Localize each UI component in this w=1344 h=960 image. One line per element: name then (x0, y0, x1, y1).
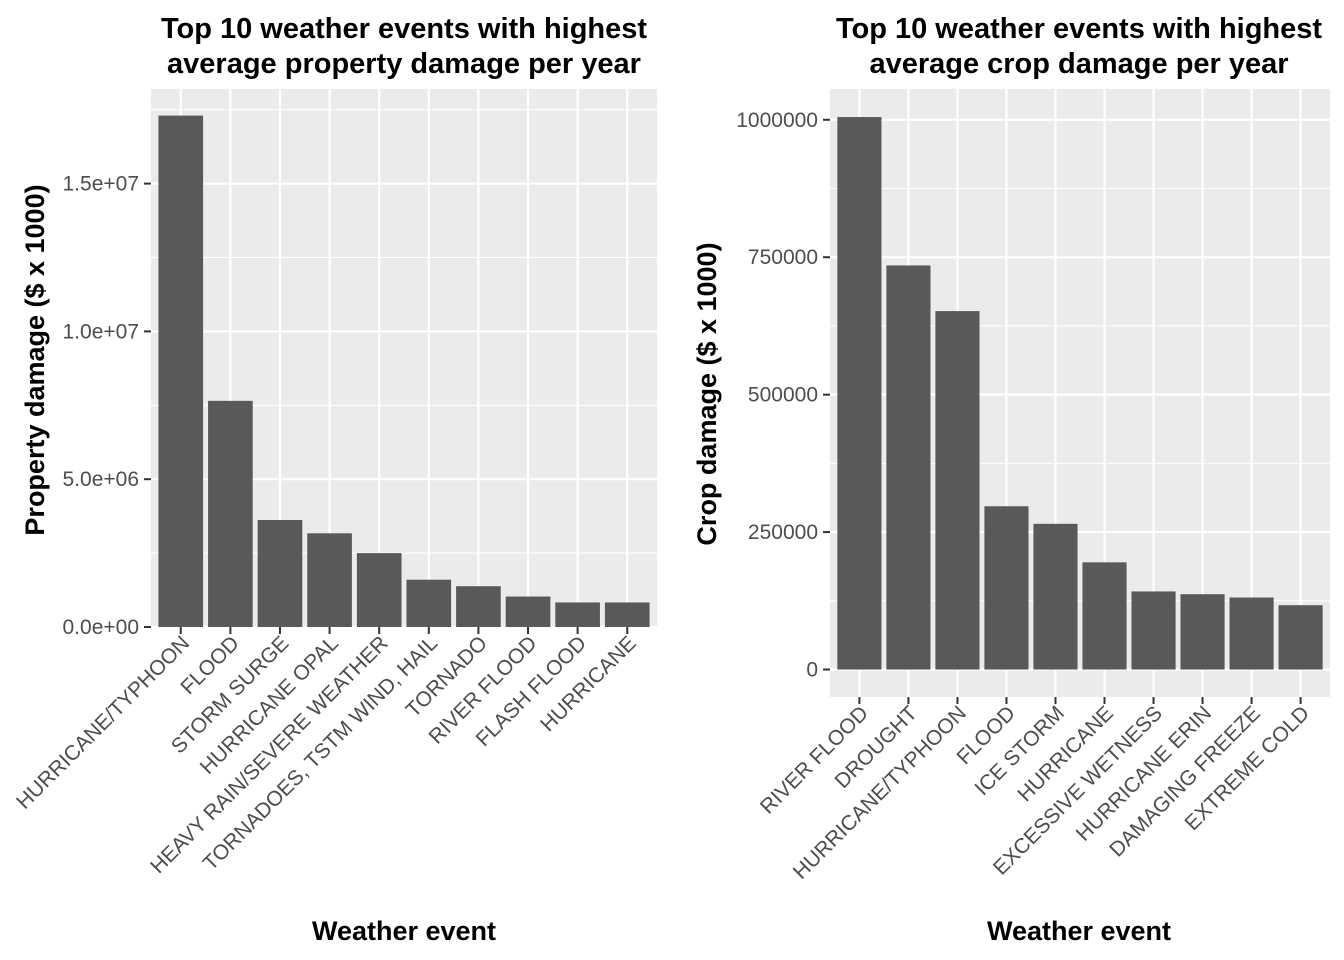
bar (604, 602, 650, 627)
bar (1082, 562, 1127, 670)
bar (257, 519, 303, 627)
chart-title-line-1: Top 10 weather events with highest (836, 13, 1322, 45)
y-axis-ticks: 0 250000 500000 750000 1000000 (736, 109, 830, 682)
y-tick-label: 1.5e+07 (63, 173, 140, 196)
bars (158, 115, 650, 627)
bar (555, 602, 600, 627)
x-axis-ticks: RIVER FLOODDROUGHTHURRICANE/TYPHOONFLOOD… (756, 697, 1314, 884)
bar (935, 311, 980, 670)
chart-title-line-2: average property damage per year (167, 48, 641, 80)
property-damage-chart: Top 10 weather events with highest avera… (12, 13, 657, 946)
x-tick-label: HURRICANE/TYPHOON (12, 632, 194, 814)
y-tick-label: 250000 (748, 521, 818, 544)
bar (158, 115, 204, 627)
bar (307, 533, 352, 627)
x-axis-title: Weather event (312, 916, 496, 946)
bar (406, 579, 452, 627)
bar (1229, 597, 1274, 670)
bar (356, 553, 402, 627)
bar (505, 596, 551, 627)
y-axis-title: Crop damage ($ x 1000) (692, 242, 722, 545)
bar (1278, 605, 1323, 670)
y-tick-label: 5.0e+06 (63, 468, 140, 491)
bar (837, 117, 882, 670)
y-axis-ticks: 0.0e+00 5.0e+06 1.0e+07 1.5e+07 (63, 173, 151, 639)
x-axis-title: Weather event (987, 916, 1171, 946)
bars (837, 117, 1323, 670)
y-tick-label: 0 (806, 659, 818, 682)
y-tick-label: 0.0e+00 (63, 616, 140, 639)
chart-title-line-2: average crop damage per year (869, 48, 1288, 80)
bar (1180, 594, 1225, 670)
crop-damage-chart: Top 10 weather events with highest avera… (692, 13, 1330, 946)
bar (984, 506, 1029, 670)
bar (1131, 591, 1176, 670)
y-tick-label: 1000000 (736, 109, 818, 132)
bar (1033, 523, 1078, 670)
bar (886, 265, 931, 670)
y-tick-label: 500000 (748, 384, 818, 407)
y-tick-label: 1.0e+07 (63, 320, 140, 343)
chart-title-line-1: Top 10 weather events with highest (161, 13, 647, 45)
y-tick-label: 750000 (748, 246, 818, 269)
y-axis-title: Property damage ($ x 1000) (20, 184, 50, 535)
bar (456, 586, 501, 627)
bar (208, 400, 253, 627)
